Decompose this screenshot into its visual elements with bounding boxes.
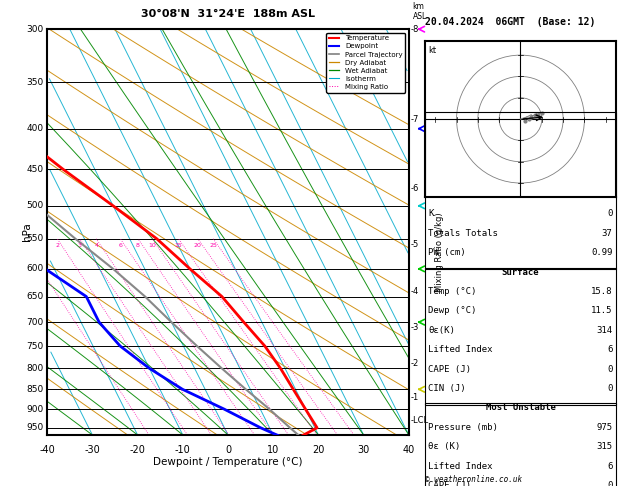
Text: 37: 37 bbox=[602, 229, 613, 238]
Text: -6: -6 bbox=[411, 184, 419, 192]
Text: 6: 6 bbox=[118, 243, 122, 248]
Text: 25: 25 bbox=[209, 243, 217, 248]
Text: -2: -2 bbox=[411, 360, 419, 368]
Text: 10: 10 bbox=[148, 243, 156, 248]
Text: hPa: hPa bbox=[22, 223, 32, 242]
Text: Totals Totals: Totals Totals bbox=[428, 229, 498, 238]
Text: 6: 6 bbox=[607, 345, 613, 354]
Text: Lifted Index: Lifted Index bbox=[428, 345, 493, 354]
Text: 550: 550 bbox=[26, 234, 43, 243]
Text: PW (cm): PW (cm) bbox=[428, 248, 466, 257]
Text: 0: 0 bbox=[607, 209, 613, 218]
Text: 750: 750 bbox=[26, 342, 43, 350]
Text: 10: 10 bbox=[267, 445, 279, 455]
Text: -8: -8 bbox=[411, 25, 419, 34]
Text: 900: 900 bbox=[26, 404, 43, 414]
Text: kt: kt bbox=[428, 46, 437, 55]
Text: 0: 0 bbox=[607, 364, 613, 374]
Text: Lifted Index: Lifted Index bbox=[428, 462, 493, 471]
Text: -7: -7 bbox=[411, 115, 419, 124]
Text: 314: 314 bbox=[596, 326, 613, 335]
Text: 850: 850 bbox=[26, 385, 43, 394]
Text: -1: -1 bbox=[411, 393, 419, 402]
Text: -3: -3 bbox=[411, 323, 419, 331]
Text: -LCL: -LCL bbox=[411, 416, 429, 425]
Text: 2: 2 bbox=[55, 243, 59, 248]
Text: 700: 700 bbox=[26, 318, 43, 327]
Text: Mixing Ratio (g/kg): Mixing Ratio (g/kg) bbox=[435, 212, 444, 292]
Text: CAPE (J): CAPE (J) bbox=[428, 364, 471, 374]
Text: 800: 800 bbox=[26, 364, 43, 373]
Text: 300: 300 bbox=[26, 25, 43, 34]
Text: Surface: Surface bbox=[502, 267, 539, 277]
Text: 650: 650 bbox=[26, 292, 43, 301]
Text: -20: -20 bbox=[130, 445, 145, 455]
Text: K: K bbox=[428, 209, 434, 218]
Text: 6: 6 bbox=[607, 462, 613, 471]
Text: 0: 0 bbox=[607, 481, 613, 486]
Text: 20.04.2024  06GMT  (Base: 12): 20.04.2024 06GMT (Base: 12) bbox=[425, 17, 595, 27]
Text: © weatheronline.co.uk: © weatheronline.co.uk bbox=[425, 474, 521, 484]
Text: -4: -4 bbox=[411, 287, 419, 295]
Text: 950: 950 bbox=[26, 423, 43, 432]
Text: 40: 40 bbox=[403, 445, 415, 455]
Text: 400: 400 bbox=[26, 124, 43, 133]
Text: 450: 450 bbox=[26, 165, 43, 174]
Text: -30: -30 bbox=[84, 445, 100, 455]
Text: Dewp (°C): Dewp (°C) bbox=[428, 306, 477, 315]
Text: km
ASL: km ASL bbox=[413, 1, 426, 21]
Text: CIN (J): CIN (J) bbox=[428, 384, 466, 393]
Text: Temp (°C): Temp (°C) bbox=[428, 287, 477, 296]
Text: -40: -40 bbox=[39, 445, 55, 455]
Text: 3: 3 bbox=[78, 243, 82, 248]
Text: 30: 30 bbox=[357, 445, 370, 455]
Text: θε (K): θε (K) bbox=[428, 442, 460, 451]
Text: Pressure (mb): Pressure (mb) bbox=[428, 423, 498, 432]
Text: 350: 350 bbox=[26, 78, 43, 87]
Text: 8: 8 bbox=[136, 243, 140, 248]
Text: 4: 4 bbox=[94, 243, 98, 248]
Text: 600: 600 bbox=[26, 264, 43, 273]
Text: 15: 15 bbox=[175, 243, 182, 248]
Text: 315: 315 bbox=[596, 442, 613, 451]
Text: 0.99: 0.99 bbox=[591, 248, 613, 257]
Legend: Temperature, Dewpoint, Parcel Trajectory, Dry Adiabat, Wet Adiabat, Isotherm, Mi: Temperature, Dewpoint, Parcel Trajectory… bbox=[326, 33, 405, 93]
Text: 30°08'N  31°24'E  188m ASL: 30°08'N 31°24'E 188m ASL bbox=[141, 9, 315, 19]
Text: 15.8: 15.8 bbox=[591, 287, 613, 296]
Text: 0: 0 bbox=[607, 384, 613, 393]
Text: -10: -10 bbox=[175, 445, 191, 455]
Text: θε(K): θε(K) bbox=[428, 326, 455, 335]
Text: -5: -5 bbox=[411, 241, 419, 249]
Text: 20: 20 bbox=[312, 445, 325, 455]
Text: Dewpoint / Temperature (°C): Dewpoint / Temperature (°C) bbox=[153, 457, 303, 468]
Text: Most Unstable: Most Unstable bbox=[486, 403, 555, 413]
Text: 20: 20 bbox=[194, 243, 202, 248]
Text: 500: 500 bbox=[26, 201, 43, 210]
Text: CAPE (J): CAPE (J) bbox=[428, 481, 471, 486]
Text: 11.5: 11.5 bbox=[591, 306, 613, 315]
Text: 0: 0 bbox=[225, 445, 231, 455]
Text: 975: 975 bbox=[596, 423, 613, 432]
